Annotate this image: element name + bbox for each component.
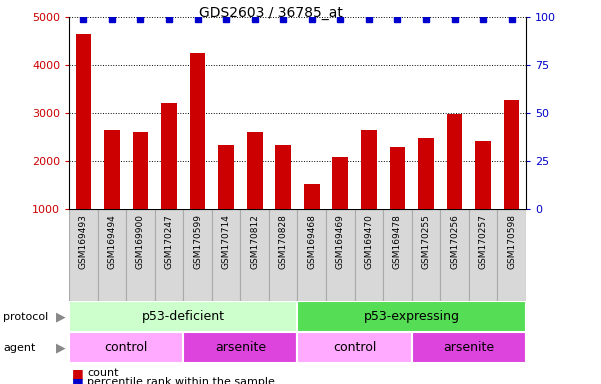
Text: GSM169468: GSM169468 (307, 214, 316, 269)
Text: ▶: ▶ (56, 310, 66, 323)
Bar (183, 332, 297, 363)
Text: GSM170599: GSM170599 (193, 214, 202, 269)
Text: GSM170247: GSM170247 (165, 214, 174, 269)
Bar (412, 332, 526, 363)
Bar (240, 209, 269, 301)
Text: GSM169493: GSM169493 (79, 214, 88, 269)
Bar (161, 103, 177, 209)
Text: GSM170255: GSM170255 (421, 214, 430, 269)
Bar (155, 209, 183, 301)
Text: count: count (87, 368, 118, 378)
Text: ■: ■ (72, 376, 84, 384)
Bar (190, 53, 206, 209)
Text: GSM169470: GSM169470 (364, 214, 373, 269)
Text: GSM169900: GSM169900 (136, 214, 145, 269)
Bar (297, 209, 326, 301)
Bar (361, 130, 377, 209)
Text: GSM169469: GSM169469 (336, 214, 345, 269)
Bar (326, 209, 355, 301)
Bar (440, 209, 469, 301)
Text: control: control (333, 341, 376, 354)
Bar (504, 100, 519, 209)
Text: arsenite: arsenite (215, 341, 266, 354)
Bar (297, 301, 526, 332)
Bar (332, 157, 348, 209)
Text: arsenite: arsenite (443, 341, 495, 354)
Text: GDS2603 / 36785_at: GDS2603 / 36785_at (198, 6, 343, 20)
Bar (412, 209, 440, 301)
Bar (418, 138, 434, 209)
Bar (183, 209, 212, 301)
Text: GSM170828: GSM170828 (279, 214, 288, 269)
Bar (498, 209, 526, 301)
Bar (104, 130, 120, 209)
Bar (69, 301, 297, 332)
Bar (469, 209, 498, 301)
Bar (218, 146, 234, 209)
Text: GSM170812: GSM170812 (250, 214, 259, 269)
Bar (133, 132, 148, 209)
Bar (69, 209, 97, 301)
Text: GSM170256: GSM170256 (450, 214, 459, 269)
Bar (389, 147, 405, 209)
Text: percentile rank within the sample: percentile rank within the sample (87, 377, 275, 384)
Text: GSM170257: GSM170257 (478, 214, 487, 269)
Text: GSM169478: GSM169478 (393, 214, 402, 269)
Bar (69, 332, 183, 363)
Text: ■: ■ (72, 367, 84, 380)
Text: control: control (105, 341, 148, 354)
Text: GSM169494: GSM169494 (108, 214, 117, 269)
Bar (297, 332, 412, 363)
Text: ▶: ▶ (56, 341, 66, 354)
Bar (383, 209, 412, 301)
Bar (126, 209, 155, 301)
Bar (212, 209, 240, 301)
Text: GSM170598: GSM170598 (507, 214, 516, 269)
Text: p53-deficient: p53-deficient (142, 310, 225, 323)
Text: GSM170714: GSM170714 (222, 214, 231, 269)
Bar (447, 114, 462, 209)
Bar (475, 141, 491, 209)
Bar (76, 34, 91, 209)
Bar (275, 146, 291, 209)
Bar (304, 184, 320, 209)
Bar (269, 209, 297, 301)
Text: protocol: protocol (3, 312, 48, 322)
Text: p53-expressing: p53-expressing (364, 310, 460, 323)
Bar (355, 209, 383, 301)
Bar (98, 209, 126, 301)
Text: agent: agent (3, 343, 35, 353)
Bar (247, 132, 263, 209)
